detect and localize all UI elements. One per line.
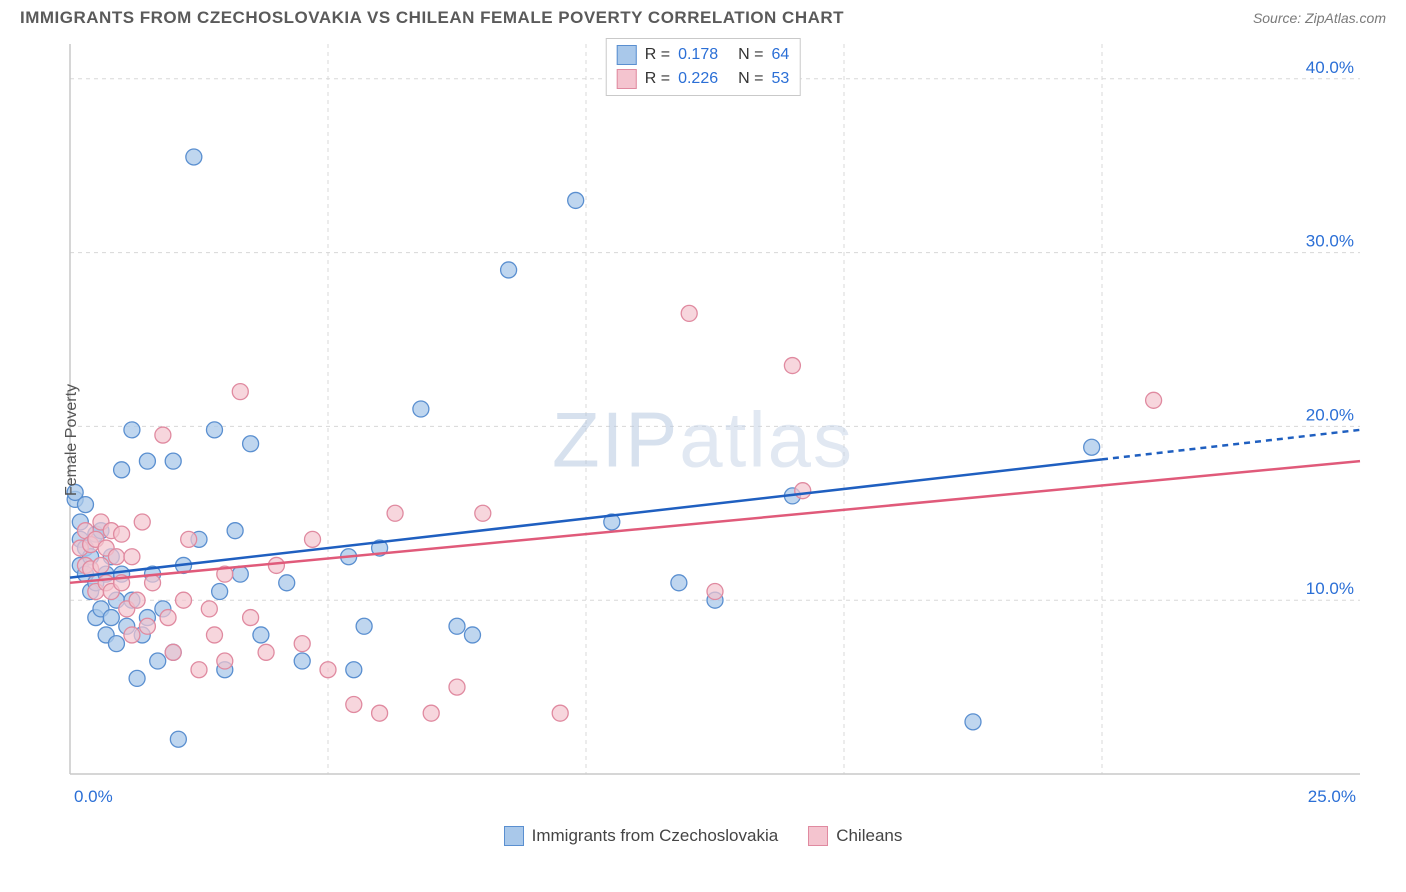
n-value: 64	[771, 43, 789, 67]
n-value: 53	[771, 67, 789, 91]
n-label: N =	[738, 43, 763, 67]
n-label: N =	[738, 67, 763, 91]
r-label: R =	[645, 43, 670, 67]
swatch-icon	[504, 826, 524, 846]
source-credit: Source: ZipAtlas.com	[1253, 10, 1386, 26]
swatch-icon	[808, 826, 828, 846]
svg-text:10.0%: 10.0%	[1306, 579, 1354, 598]
y-axis-label: Female Poverty	[63, 384, 81, 496]
svg-text:30.0%: 30.0%	[1306, 232, 1354, 251]
chart-title: IMMIGRANTS FROM CZECHOSLOVAKIA VS CHILEA…	[20, 8, 844, 28]
stats-legend: R = 0.178 N = 64 R = 0.226 N = 53	[606, 38, 801, 96]
stats-legend-row-0: R = 0.178 N = 64	[617, 43, 790, 67]
r-value: 0.178	[678, 43, 718, 67]
series-legend-item: Chileans	[808, 826, 902, 846]
svg-text:40.0%: 40.0%	[1306, 58, 1354, 77]
r-label: R =	[645, 67, 670, 91]
swatch-icon	[617, 45, 637, 65]
r-value: 0.226	[678, 67, 718, 91]
stats-legend-row-1: R = 0.226 N = 53	[617, 67, 790, 91]
svg-text:25.0%: 25.0%	[1308, 787, 1356, 806]
series-legend: Immigrants from Czechoslovakia Chileans	[20, 826, 1386, 846]
svg-text:0.0%: 0.0%	[74, 787, 113, 806]
swatch-icon	[617, 69, 637, 89]
series-legend-label: Immigrants from Czechoslovakia	[532, 826, 779, 846]
series-legend-label: Chileans	[836, 826, 902, 846]
plot-area: Female Poverty ZIPatlas R = 0.178 N = 64…	[20, 34, 1386, 846]
series-legend-item: Immigrants from Czechoslovakia	[504, 826, 779, 846]
svg-text:20.0%: 20.0%	[1306, 405, 1354, 424]
scatter-chart: 10.0% 20.0% 30.0% 40.0% 0.0% 25.0%	[20, 34, 1386, 824]
